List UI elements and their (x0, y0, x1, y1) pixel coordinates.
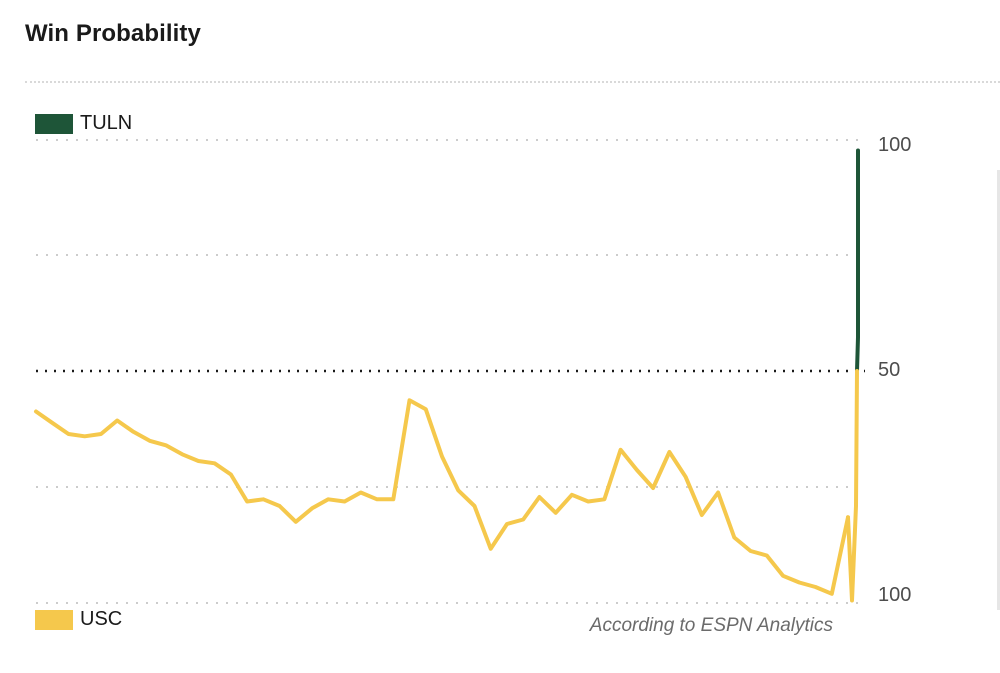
series-line-usc-final (846, 369, 859, 603)
legend-swatch-usc (35, 610, 73, 630)
header-divider (25, 81, 1000, 83)
panel-edge (997, 170, 1000, 610)
page-title: Win Probability (25, 20, 201, 47)
y-tick-label-mid: 50 (878, 359, 901, 381)
y-tick-label-bottom: 100 (878, 584, 912, 606)
legend-label-usc: USC (80, 608, 123, 630)
y-tick-label-top: 100 (878, 134, 912, 156)
legend-label-tuln: TULN (80, 112, 133, 134)
series-line-usc (34, 398, 850, 596)
legend-swatch-tuln (35, 114, 73, 134)
source-note: According to ESPN Analytics (589, 615, 833, 636)
series-line-tuln (855, 148, 860, 373)
